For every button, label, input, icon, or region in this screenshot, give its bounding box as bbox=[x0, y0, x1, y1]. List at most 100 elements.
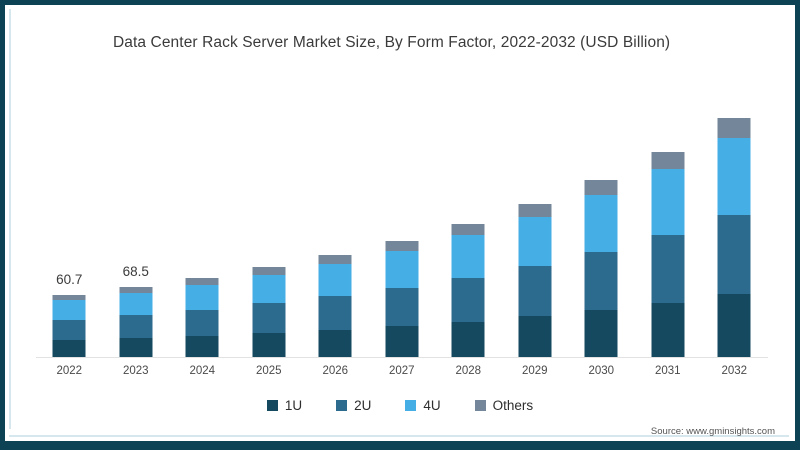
bar-series-container: 60.7 68.5 bbox=[36, 70, 768, 357]
stacked-bar[interactable] bbox=[717, 117, 751, 357]
bar-segment-2u[interactable] bbox=[119, 315, 153, 339]
bar-group bbox=[369, 70, 436, 357]
frame-right-border bbox=[795, 0, 800, 450]
bar-segment-1u[interactable] bbox=[584, 310, 618, 357]
frame-top-border bbox=[0, 0, 800, 5]
bar-value-label: 68.5 bbox=[122, 263, 149, 279]
bar-group bbox=[502, 70, 569, 357]
bar-segment-others[interactable] bbox=[252, 267, 286, 275]
bar-segment-1u[interactable] bbox=[318, 329, 352, 357]
stacked-bar[interactable] bbox=[119, 286, 153, 357]
bar-segment-2u[interactable] bbox=[318, 296, 352, 330]
bar-segment-others[interactable] bbox=[52, 294, 86, 301]
bar-group bbox=[169, 70, 236, 357]
bar-segment-4u[interactable] bbox=[252, 274, 286, 304]
legend-item-4u[interactable]: 4U bbox=[405, 398, 441, 413]
x-axis-tick-2025: 2025 bbox=[255, 365, 282, 377]
bar-segment-2u[interactable] bbox=[385, 287, 419, 326]
bar-segment-1u[interactable] bbox=[651, 302, 685, 357]
bar-segment-4u[interactable] bbox=[717, 138, 751, 216]
legend-item-1u[interactable]: 1U bbox=[266, 398, 303, 413]
bar-segment-4u[interactable] bbox=[385, 250, 419, 288]
bar-segment-4u[interactable] bbox=[518, 217, 552, 267]
x-axis-tick-2028: 2028 bbox=[455, 365, 482, 377]
stacked-bar[interactable] bbox=[451, 223, 485, 357]
bar-segment-4u[interactable] bbox=[584, 195, 618, 252]
bar-segment-1u[interactable] bbox=[119, 338, 153, 357]
bar-segment-1u[interactable] bbox=[717, 293, 751, 357]
bar-segment-1u[interactable] bbox=[385, 325, 419, 357]
x-axis-tick-labels: 2022 2023 2024 2025 2026 2027 2028 2029 2030 2031… bbox=[36, 365, 768, 385]
legend-swatch-icon bbox=[405, 400, 417, 411]
bar-segment-2u[interactable] bbox=[518, 266, 552, 317]
stacked-bar[interactable] bbox=[52, 294, 86, 357]
stacked-bar[interactable] bbox=[584, 180, 618, 357]
bar-segment-1u[interactable] bbox=[52, 340, 86, 357]
legend-swatch-icon bbox=[336, 400, 348, 411]
bar-segment-1u[interactable] bbox=[252, 332, 286, 357]
x-axis-line bbox=[36, 357, 768, 358]
legend-item-others[interactable]: Others bbox=[474, 398, 534, 413]
legend-item-2u[interactable]: 2U bbox=[336, 398, 371, 413]
stacked-bar[interactable] bbox=[252, 267, 286, 357]
stacked-bar[interactable] bbox=[318, 254, 352, 357]
x-axis-tick-2024: 2024 bbox=[189, 365, 216, 377]
bar-segment-1u[interactable] bbox=[518, 316, 552, 357]
bar-group bbox=[435, 70, 502, 357]
x-axis-tick-2027: 2027 bbox=[388, 365, 415, 377]
legend-label: Others bbox=[492, 398, 534, 413]
accent-line-left bbox=[9, 9, 11, 429]
bar-segment-4u[interactable] bbox=[651, 169, 685, 236]
bar-segment-2u[interactable] bbox=[451, 277, 485, 322]
legend-swatch-icon bbox=[266, 400, 278, 411]
legend-label: 4U bbox=[423, 398, 441, 413]
bar-group bbox=[701, 70, 768, 357]
x-axis-tick-2030: 2030 bbox=[588, 365, 615, 377]
bar-segment-4u[interactable] bbox=[52, 300, 86, 320]
bar-group bbox=[635, 70, 702, 357]
x-axis-tick-2022: 2022 bbox=[56, 365, 83, 377]
accent-line-bottom bbox=[9, 435, 789, 437]
bar-value-label: 60.7 bbox=[56, 271, 83, 287]
bar-segment-others[interactable] bbox=[318, 254, 352, 264]
bar-group bbox=[236, 70, 303, 357]
x-axis-tick-2023: 2023 bbox=[122, 365, 149, 377]
frame-left-border bbox=[0, 0, 5, 450]
stacked-bar[interactable] bbox=[518, 203, 552, 357]
bar-group: 60.7 bbox=[36, 70, 103, 357]
source-attribution: Source: www.gminsights.com bbox=[650, 426, 775, 437]
bar-segment-4u[interactable] bbox=[451, 235, 485, 278]
bar-segment-others[interactable] bbox=[119, 286, 153, 293]
legend-swatch-icon bbox=[474, 400, 486, 411]
x-axis-tick-2031: 2031 bbox=[654, 365, 681, 377]
chart-title: Data Center Rack Server Market Size, By … bbox=[113, 34, 671, 51]
bar-segment-2u[interactable] bbox=[651, 235, 685, 303]
x-axis-tick-2026: 2026 bbox=[322, 365, 349, 377]
bar-segment-4u[interactable] bbox=[318, 263, 352, 297]
bar-segment-others[interactable] bbox=[385, 240, 419, 251]
bar-segment-others[interactable] bbox=[717, 117, 751, 139]
bar-segment-2u[interactable] bbox=[717, 215, 751, 294]
bar-segment-2u[interactable] bbox=[252, 303, 286, 333]
bar-segment-2u[interactable] bbox=[52, 319, 86, 341]
bar-segment-others[interactable] bbox=[451, 223, 485, 236]
bar-segment-1u[interactable] bbox=[451, 321, 485, 357]
bar-segment-4u[interactable] bbox=[185, 284, 219, 310]
bar-segment-others[interactable] bbox=[651, 151, 685, 170]
frame-bottom-border bbox=[0, 441, 800, 450]
x-axis-tick-2032: 2032 bbox=[721, 365, 748, 377]
bar-segment-2u[interactable] bbox=[584, 251, 618, 311]
bar-segment-others[interactable] bbox=[518, 203, 552, 218]
bar-segment-2u[interactable] bbox=[185, 309, 219, 336]
bar-segment-others[interactable] bbox=[185, 277, 219, 285]
stacked-bar[interactable] bbox=[185, 277, 219, 357]
bar-segment-1u[interactable] bbox=[185, 335, 219, 357]
stacked-bar[interactable] bbox=[651, 151, 685, 357]
bar-group: 68.5 bbox=[103, 70, 170, 357]
bar-segment-4u[interactable] bbox=[119, 292, 153, 316]
legend-label: 1U bbox=[284, 398, 303, 413]
stacked-bar[interactable] bbox=[385, 240, 419, 357]
bar-segment-others[interactable] bbox=[584, 180, 618, 196]
chart-legend: 1U 2U 4U Others bbox=[0, 398, 800, 413]
